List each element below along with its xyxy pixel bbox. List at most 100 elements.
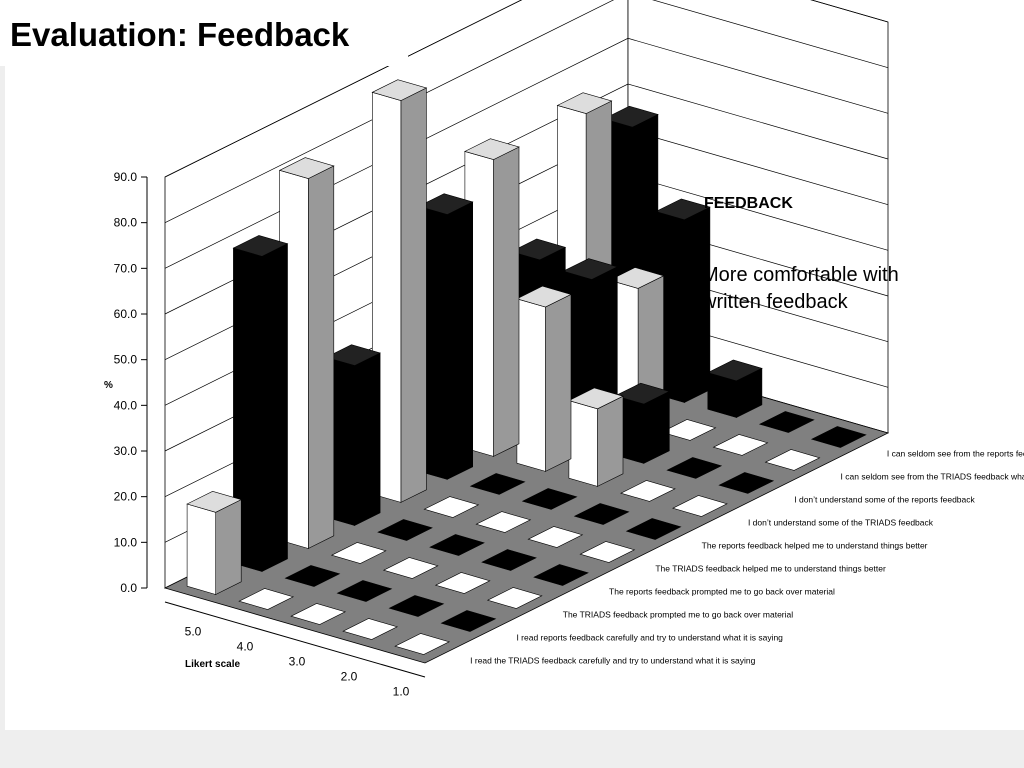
bar-base [810, 426, 867, 448]
statement-label: I can seldom see from the TRIADS feedbac… [841, 472, 1024, 482]
bar-base [625, 518, 682, 540]
likert-tick-label: 1.0 [393, 685, 410, 699]
statement-label: I can seldom see from the reports feedba… [887, 449, 1024, 459]
statement-label: The reports feedback helped me to unders… [702, 541, 928, 551]
likert-tick-label: 5.0 [185, 625, 202, 639]
likert-tick-label: 4.0 [237, 640, 254, 654]
bar-base [486, 587, 543, 609]
bar-side [354, 352, 381, 526]
bar-top [325, 344, 381, 366]
bar-top [516, 285, 572, 308]
side-heading: FEEDBACK [704, 195, 793, 212]
side-note: More comfortable with written feedback [702, 264, 899, 313]
bar-top [417, 193, 474, 215]
statement-label: The TRIADS feedback prompted me to go ba… [563, 610, 794, 620]
page-title: Evaluation: Feedback [0, 0, 408, 66]
bar-base [434, 572, 491, 594]
bar-base [330, 542, 387, 564]
statement-label: I read reports feedback carefully and tr… [516, 633, 783, 643]
bar-base [758, 411, 815, 433]
bar-top [371, 79, 428, 101]
bar-top [464, 138, 520, 160]
bar-side [400, 87, 427, 503]
y-tick-label: 40.0 [114, 398, 138, 412]
bar-base [336, 580, 393, 602]
gridline [164, 0, 889, 178]
bar-base [394, 633, 451, 655]
likert-axis-line [164, 601, 426, 678]
bar-side [215, 499, 242, 595]
statement-label: I don’t understand some of the reports f… [794, 495, 975, 505]
y-tick-label: 70.0 [114, 261, 138, 275]
gridline [164, 0, 889, 224]
bar-top [278, 157, 335, 179]
y-tick-label: 90.0 [114, 170, 138, 184]
bar-base [290, 603, 347, 625]
bar-top [232, 235, 289, 257]
y-tick-label: 60.0 [114, 307, 138, 321]
bar-side [545, 293, 572, 472]
chart-labels: 0.0 10.0 20.0 30.0 40.0 50.0 60.0 70.0 80.0 90.0%… [104, 170, 1024, 699]
bar-side [493, 146, 520, 457]
chart-axes [141, 176, 426, 678]
statement-label: The reports feedback prompted me to go b… [609, 587, 835, 597]
likert-tick-label: 2.0 [341, 670, 358, 684]
bar-base [718, 472, 775, 494]
y-tick-label: 30.0 [114, 444, 138, 458]
bar-base [342, 618, 399, 640]
likert-axis-label: Likert scale [185, 659, 240, 670]
bar-base [429, 534, 485, 556]
bar-base [764, 449, 821, 471]
y-tick-label: 0.0 [120, 581, 137, 595]
bar-top [706, 359, 763, 382]
bar-top [562, 258, 619, 280]
y-tick-label: 80.0 [114, 216, 138, 230]
bar-base [527, 526, 584, 548]
statement-label: I don’t understand some of the TRIADS fe… [748, 518, 934, 528]
bar-side [446, 201, 474, 480]
bar-base [475, 511, 532, 533]
bar [568, 400, 598, 487]
bar-base [620, 480, 676, 502]
y-tick-label: 50.0 [114, 353, 138, 367]
bar-base [579, 541, 636, 563]
bar-base [284, 565, 341, 587]
bar-top [556, 92, 613, 114]
bar-side [307, 165, 335, 549]
bar-base [533, 564, 589, 586]
statement-label: I read the TRIADS feedback carefully and… [470, 656, 755, 666]
bar-side [597, 395, 624, 487]
bar-base [481, 549, 537, 571]
bar-base [521, 488, 578, 510]
bar-base [377, 519, 433, 541]
bar-top [614, 382, 671, 405]
bar-top [654, 198, 711, 221]
statement-label: The TRIADS feedback helped me to underst… [655, 564, 886, 574]
bar [186, 503, 216, 595]
bar-base [712, 434, 769, 456]
y-tick-label: 10.0 [114, 535, 138, 549]
bar-base [660, 419, 717, 441]
bar-base [382, 557, 439, 579]
bar-top [186, 490, 243, 513]
bar-base [469, 473, 526, 495]
bar-base [388, 595, 445, 617]
bar-base [672, 495, 728, 517]
bar-base [238, 588, 295, 610]
bar-top [510, 238, 567, 261]
bar-base [440, 610, 497, 632]
likert-tick-label: 3.0 [289, 655, 306, 669]
chart-bars [186, 79, 867, 655]
bar-top [608, 267, 665, 289]
bar-base [573, 503, 630, 525]
bar [516, 298, 546, 472]
bar-top [568, 387, 624, 410]
bar-base [423, 496, 480, 518]
bar-top [602, 105, 659, 128]
y-tick-label: 20.0 [114, 490, 138, 504]
y-axis-label: % [104, 380, 113, 391]
bar-base [666, 457, 723, 479]
bar-side [261, 243, 288, 572]
